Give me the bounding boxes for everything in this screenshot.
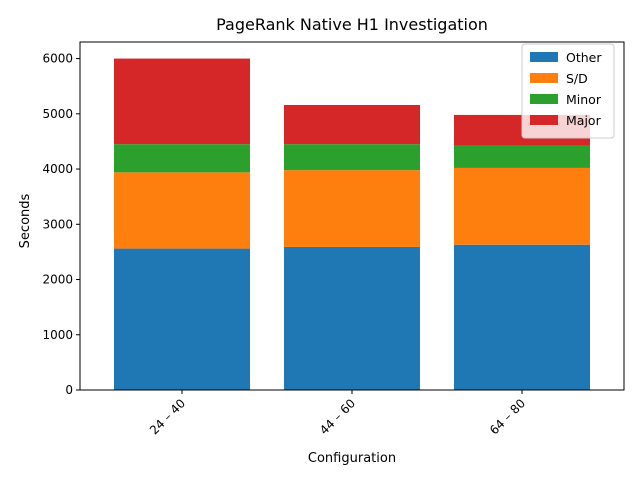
- x-tick-label: 24 – 40: [147, 396, 188, 437]
- legend-swatch: [530, 115, 558, 125]
- bar-other-1: [114, 248, 250, 390]
- x-axis-label: Configuration: [308, 451, 396, 466]
- x-tick-label: 64 – 80: [487, 396, 528, 437]
- legend-entry: Minor: [566, 92, 602, 107]
- bar-major-2: [284, 104, 420, 145]
- bar-major-1: [114, 58, 250, 145]
- y-tick-label: 2000: [42, 273, 73, 287]
- y-tick-label: 3000: [42, 217, 73, 231]
- legend-swatch: [530, 94, 558, 104]
- legend-box: [521, 43, 615, 139]
- bar-minor-2: [284, 144, 420, 171]
- bar-s-d-2: [284, 170, 420, 247]
- bar-minor-3: [454, 145, 590, 168]
- y-tick-label: 1000: [42, 328, 73, 342]
- legend-entry: Major: [566, 113, 602, 128]
- y-tick-label: 0: [65, 383, 73, 397]
- legend: Other S/D Minor Major: [521, 43, 615, 139]
- x-tick-label: 44 – 60: [317, 396, 358, 437]
- y-tick-label: 4000: [42, 162, 73, 176]
- y-axis-label: Seconds: [18, 193, 33, 248]
- y-tick-label: 5000: [42, 107, 73, 121]
- bar-minor-1: [114, 144, 250, 173]
- y-tick-label: 6000: [42, 52, 73, 66]
- bar-other-2: [284, 246, 420, 390]
- bar-other-3: [454, 244, 590, 390]
- bars-layer: [114, 58, 590, 390]
- chart-title: PageRank Native H1 Investigation: [216, 15, 488, 34]
- legend-swatch: [530, 52, 558, 62]
- legend-entry: S/D: [566, 71, 588, 86]
- bar-s-d-3: [454, 167, 590, 245]
- legend-entry: Other: [566, 50, 602, 65]
- legend-swatch: [530, 73, 558, 83]
- bar-s-d-1: [114, 172, 250, 249]
